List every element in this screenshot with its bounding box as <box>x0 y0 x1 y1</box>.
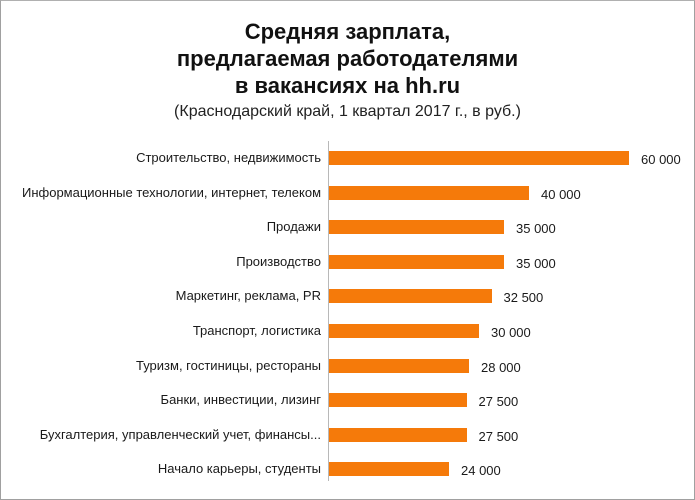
value-label: 27 500 <box>478 428 519 444</box>
bar <box>329 254 504 269</box>
bar <box>329 220 504 235</box>
value-label: 30 000 <box>491 325 531 340</box>
chart-subtitle: (Краснодарский край, 1 квартал 2017 г., … <box>174 103 521 120</box>
chart-title-line-3: в вакансиях на hh.ru <box>234 73 461 98</box>
category-label: Бухгалтерия, управленческий учет, финанс… <box>39 426 321 442</box>
value-label: 35 000 <box>516 255 556 271</box>
bar-row: Информационные технологии, интернет, тел… <box>0 183 695 203</box>
value-label: 32 500 <box>503 290 544 306</box>
value-label: 35 000 <box>516 221 556 237</box>
chart-title-line-2: предлагаемая работодателями <box>176 46 519 71</box>
value-label: 27 500 <box>478 394 519 410</box>
bar-row: Начало карьеры, студенты 24 000 <box>0 459 695 479</box>
chart-title-line-1: Средняя зарплата, <box>244 19 451 44</box>
bar <box>329 427 467 442</box>
category-label: Транспорт, логистика <box>192 323 321 338</box>
category-label: Маркетинг, реклама, PR <box>175 288 321 304</box>
bar <box>329 289 492 304</box>
bar-row: Продажи 35 000 <box>0 217 695 237</box>
bar <box>329 185 529 200</box>
category-label: Производство <box>236 253 321 269</box>
category-label: Начало карьеры, студенты <box>157 461 321 477</box>
bar <box>329 324 479 338</box>
value-label: 24 000 <box>461 463 501 479</box>
value-label: 60 000 <box>641 152 681 167</box>
bar-row: Банки, инвестиции, лизинг 27 500 <box>0 390 695 410</box>
value-label: 40 000 <box>541 186 581 202</box>
bar-row: Строительство, недвижимость 60 000 <box>0 148 695 168</box>
bar <box>329 151 629 165</box>
bar-row: Туризм, гостиницы, рестораны 28 000 <box>0 356 695 376</box>
category-label: Продажи <box>266 219 321 235</box>
bar-row: Бухгалтерия, управленческий учет, финанс… <box>0 425 695 445</box>
bar <box>329 462 449 477</box>
value-label: 28 000 <box>481 359 521 375</box>
bar <box>329 358 469 373</box>
category-label: Туризм, гостиницы, рестораны <box>135 357 321 373</box>
bar-row: Маркетинг, реклама, PR 32 500 <box>0 286 695 306</box>
category-label: Строительство, недвижимость <box>136 150 321 165</box>
category-label: Банки, инвестиции, лизинг <box>160 392 321 408</box>
bar <box>329 393 467 408</box>
category-axis-line <box>328 141 329 481</box>
bar-row: Транспорт, логистика 30 000 <box>0 321 695 341</box>
category-label: Информационные технологии, интернет, тел… <box>22 184 321 200</box>
bar-row: Производство 35 000 <box>0 252 695 272</box>
